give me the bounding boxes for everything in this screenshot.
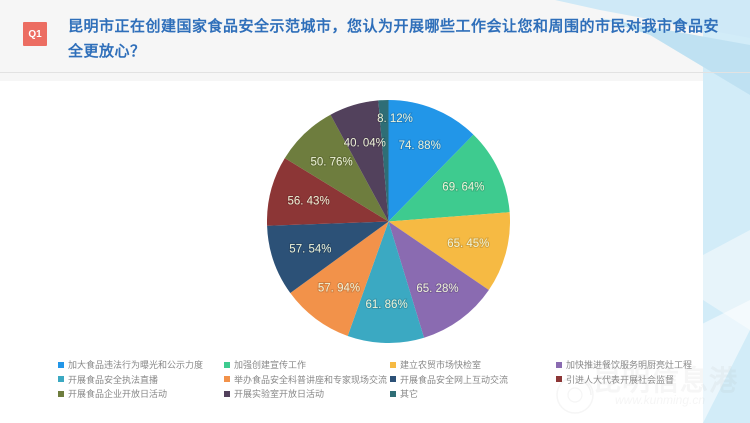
svg-text:69. 64%: 69. 64% bbox=[442, 181, 484, 193]
svg-text:50. 76%: 50. 76% bbox=[310, 156, 352, 168]
svg-text:74. 88%: 74. 88% bbox=[398, 140, 440, 152]
svg-text:61. 86%: 61. 86% bbox=[365, 299, 407, 311]
svg-text:56. 43%: 56. 43% bbox=[287, 195, 329, 207]
svg-text:65. 45%: 65. 45% bbox=[447, 237, 489, 249]
svg-text:8. 12%: 8. 12% bbox=[377, 113, 413, 125]
svg-text:40. 04%: 40. 04% bbox=[343, 137, 385, 149]
svg-text:57. 54%: 57. 54% bbox=[289, 243, 331, 255]
svg-text:65. 28%: 65. 28% bbox=[416, 283, 458, 295]
svg-text:57. 94%: 57. 94% bbox=[317, 282, 359, 294]
